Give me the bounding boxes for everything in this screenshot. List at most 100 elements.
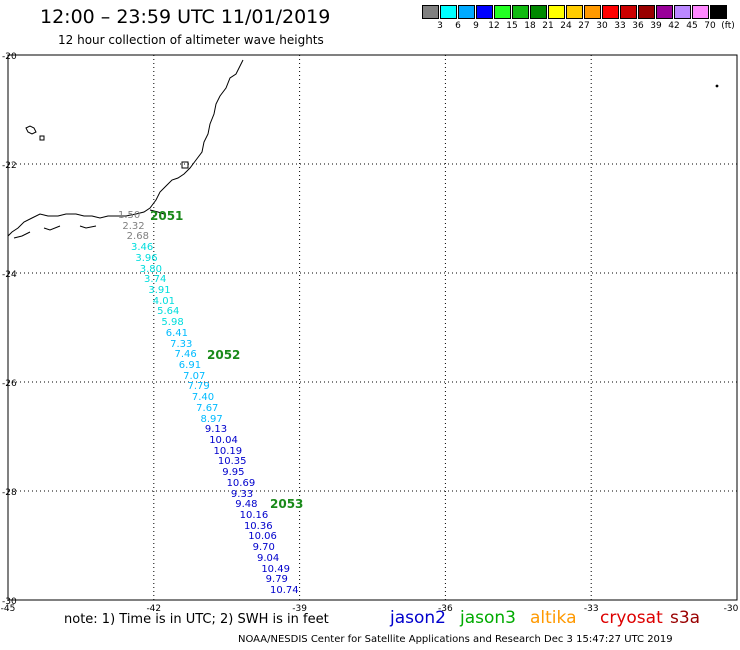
latitude-label: -24 (2, 270, 17, 280)
pass-number-label: 2053 (270, 497, 304, 511)
longitude-label: -30 (724, 604, 739, 614)
wave-height-value: 9.04 (256, 552, 280, 564)
map-frame (7, 54, 738, 601)
latitude-label: -22 (2, 161, 17, 171)
wave-height-value: 3.96 (135, 252, 158, 264)
wave-height-legend: 3 6 9 12 15 18 21 24 27 30 33 36 39 42 45 70 (ft) (422, 5, 735, 33)
legend-label: 3 (437, 21, 443, 31)
satellite-name: altika (530, 608, 577, 628)
wave-height-value: 6.41 (165, 327, 189, 339)
lat-lon-grid (7, 54, 738, 601)
longitude-label: -42 (146, 604, 161, 614)
legend-label: 12 (488, 21, 500, 31)
wave-height-value: 10.69 (226, 477, 256, 489)
wave-height-value: 10.19 (213, 445, 243, 457)
wave-height-value: 9.13 (204, 424, 228, 436)
latitude-label: -26 (2, 379, 17, 389)
coastline-inlet (13, 209, 165, 239)
legend-label: 36 (632, 21, 644, 31)
legend-label: 9 (473, 21, 479, 31)
wave-height-value: 7.40 (191, 392, 215, 404)
wave-height-value: 7.67 (196, 402, 219, 414)
page-subtitle: 12 hour collection of altimeter wave hei… (58, 33, 324, 47)
wave-height-value: 8.97 (200, 413, 223, 425)
wave-height-value: 10.35 (217, 456, 247, 468)
wave-height-value: 2.68 (126, 231, 149, 243)
legend-label: 15 (506, 21, 518, 31)
longitude-label: -36 (438, 604, 453, 614)
wave-height-value: 6.91 (178, 360, 202, 371)
legend-swatch (656, 5, 673, 19)
small-island-dot (715, 84, 719, 88)
legend-swatches (422, 5, 728, 19)
legend-swatch (620, 5, 637, 19)
latitude-label: -20 (2, 52, 17, 62)
wave-height-value: 10.36 (243, 520, 273, 532)
legend-label: 42 (668, 21, 680, 31)
legend-swatch (602, 5, 619, 19)
legend-swatch (548, 5, 565, 19)
wave-height-value: 9.79 (265, 574, 288, 586)
legend-label: 30 (596, 21, 608, 31)
wave-height-value: 5.64 (157, 306, 180, 318)
wave-height-value: 9.95 (222, 467, 245, 479)
wave-height-value: 1.50 (118, 210, 141, 221)
longitude-label: -45 (1, 604, 16, 614)
wave-height-value: 3.74 (144, 274, 167, 286)
legend-swatch (440, 5, 457, 19)
legend-swatch (566, 5, 583, 19)
legend-label: 27 (578, 21, 590, 31)
legend-swatch (476, 5, 493, 19)
latitude-labels: -20 -22 -24 -26 -28 -30 (2, 52, 17, 607)
legend-label: 21 (542, 21, 554, 31)
footer-note: note: 1) Time is in UTC; 2) SWH is in fe… (64, 612, 329, 627)
wave-height-value: 2.32 (122, 220, 145, 232)
legend-swatch (692, 5, 709, 19)
wave-height-value: 4.01 (152, 295, 175, 307)
wave-height-value: 10.74 (270, 585, 299, 596)
wave-height-value: 7.79 (187, 381, 210, 393)
wave-height-value: 9.70 (252, 542, 275, 554)
wave-height-value: 10.04 (209, 435, 238, 446)
latitude-label: -30 (2, 597, 17, 607)
island-outline-south (181, 161, 189, 169)
wave-height-value: 5.98 (161, 317, 184, 329)
legend-label: (ft) (721, 21, 735, 31)
pass-number-label: 2052 (207, 348, 241, 362)
legend-label: 6 (455, 21, 461, 31)
satellite-name: jason3 (460, 608, 516, 628)
legend-swatch (638, 5, 655, 19)
legend-swatch (458, 5, 475, 19)
legend-labels: 3 6 9 12 15 18 21 24 27 30 33 36 39 42 45 70 (ft) (422, 19, 735, 33)
wave-height-value: 10.49 (261, 563, 290, 575)
longitude-labels: -45 -42 -39 -36 -33 -30 (1, 604, 739, 614)
legend-label: 18 (524, 21, 536, 31)
wave-height-value: 9.48 (235, 499, 258, 511)
satellite-name: cryosat (600, 608, 663, 628)
page-title: 12:00 – 23:59 UTC 11/01/2019 (40, 6, 331, 28)
longitude-label: -33 (584, 604, 599, 614)
longitude-label: -39 (292, 604, 307, 614)
coastline (7, 59, 244, 237)
legend-label: 39 (650, 21, 662, 31)
legend-swatch (710, 5, 727, 19)
legend-swatch (422, 5, 439, 19)
wave-height-value: 10.06 (248, 531, 277, 543)
satellite-name: jason2 (390, 608, 446, 628)
legend-label: 33 (614, 21, 626, 31)
footer-credit: NOAA/NESDIS Center for Satellite Applica… (238, 634, 673, 645)
legend-swatch (674, 5, 691, 19)
wave-height-value: 3.91 (148, 285, 171, 296)
legend-swatch (494, 5, 511, 19)
latitude-label: -28 (2, 488, 17, 498)
legend-label: 70 (704, 21, 716, 31)
wave-height-value: 3.80 (139, 263, 162, 275)
satellite-name: s3a (670, 608, 701, 628)
wave-height-value: 7.46 (174, 349, 197, 361)
wave-height-value: 7.07 (183, 370, 206, 382)
wave-height-value: 9.33 (230, 488, 254, 500)
wave-height-value: 10.16 (239, 510, 269, 521)
legend-label: 45 (686, 21, 698, 31)
legend-swatch (512, 5, 529, 19)
